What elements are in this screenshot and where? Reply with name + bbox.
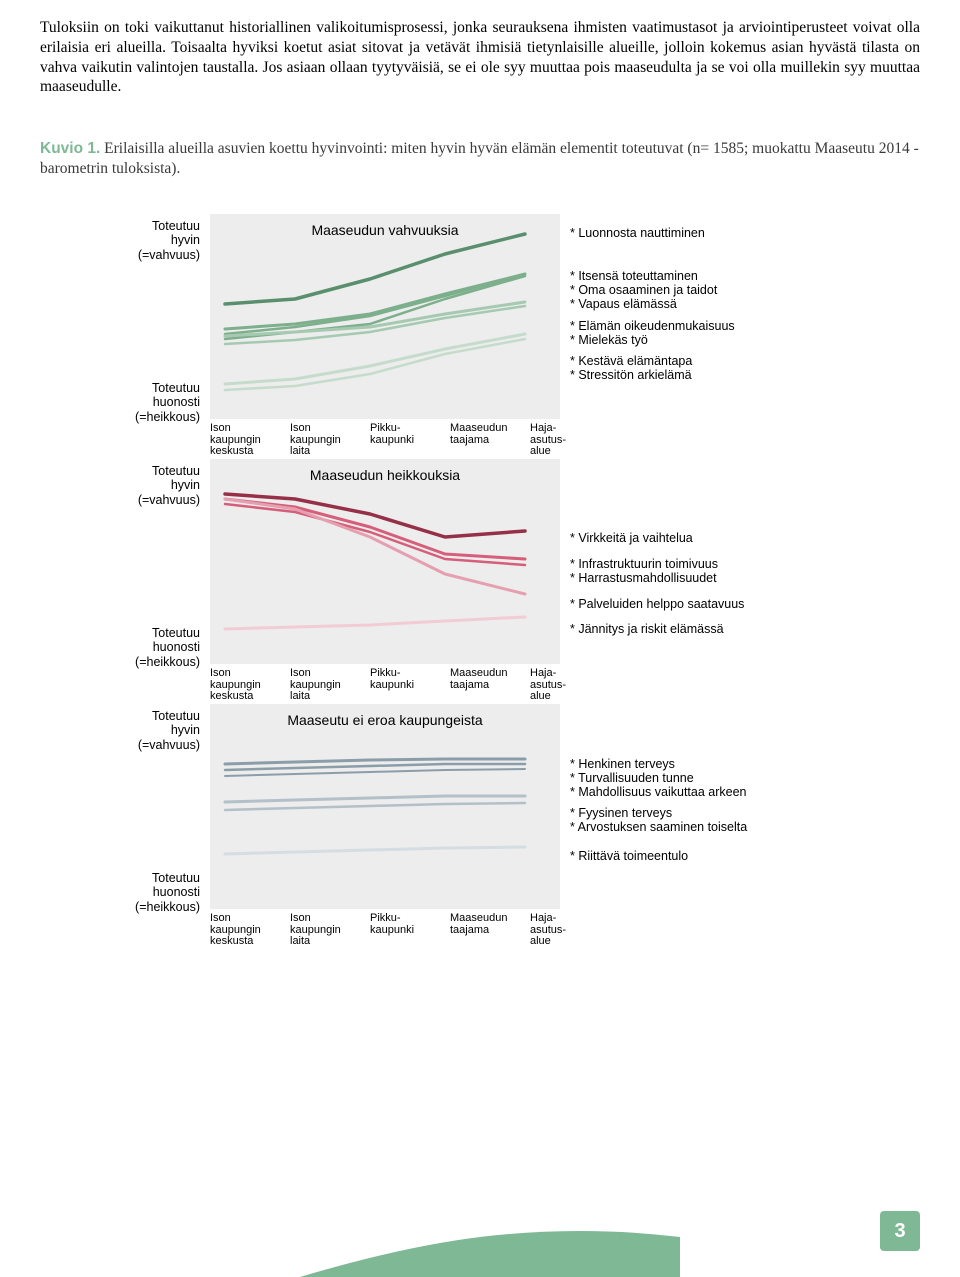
legend-item: * Jännitys ja riskit elämässä: [570, 622, 724, 636]
plot-area: Maaseutu ei eroa kaupungeista: [210, 704, 560, 909]
y-axis-bottom-label: Toteutuuhuonosti(=heikkous): [40, 626, 200, 669]
footer-decoration: [300, 1217, 680, 1277]
y-axis-bottom-label: Toteutuuhuonosti(=heikkous): [40, 871, 200, 914]
legend-item: * Itsensä toteuttaminen: [570, 269, 698, 283]
x-axis-label: Maaseuduntaajama: [450, 421, 530, 461]
legend-item: * Palveluiden helppo saatavuus: [570, 597, 744, 611]
x-axis-label: Haja-asutus-alue: [530, 421, 610, 461]
y-axis-top-label: Toteutuuhyvin(=vahvuus): [40, 709, 200, 752]
figure-label: Kuvio 1.: [40, 140, 100, 157]
body-paragraph: Tuloksiin on toki vaikuttanut historiall…: [40, 18, 920, 97]
x-axis-label: Maaseuduntaajama: [450, 911, 530, 951]
x-axis-label: Haja-asutus-alue: [530, 666, 610, 706]
figure-caption: Kuvio 1. Erilaisilla alueilla asuvien ko…: [40, 139, 920, 179]
legend-item: * Kestävä elämäntapa: [570, 354, 692, 368]
plot-area: Maaseudun heikkouksia: [210, 459, 560, 664]
legend-item: * Fyysinen terveys: [570, 806, 672, 820]
figure-title: Erilaisilla alueilla asuvien koettu hyvi…: [40, 140, 919, 177]
chart-panel: Toteutuuhyvin(=vahvuus) Toteutuuhuonosti(…: [40, 459, 930, 704]
legend-item: * Mahdollisuus vaikuttaa arkeen: [570, 785, 747, 799]
x-axis-label: Isonkaupunginlaita: [290, 666, 370, 706]
y-axis-top-label: Toteutuuhyvin(=vahvuus): [40, 464, 200, 507]
legend-item: * Infrastruktuurin toimivuus: [570, 557, 718, 571]
legend-item: * Stressitön arkielämä: [570, 368, 692, 382]
y-axis-bottom-label: Toteutuuhuonosti(=heikkous): [40, 381, 200, 424]
legend-item: * Elämän oikeudenmukaisuus: [570, 319, 735, 333]
plot-area: Maaseudun vahvuuksia: [210, 214, 560, 419]
legend-item: * Virkkeitä ja vaihtelua: [570, 531, 693, 545]
x-axis-label: Maaseuduntaajama: [450, 666, 530, 706]
x-axis: IsonkaupunginkeskustaIsonkaupunginlaitaP…: [210, 911, 610, 951]
legend-item: * Vapaus elämässä: [570, 297, 677, 311]
figure: Toteutuuhyvin(=vahvuus) Toteutuuhuonosti(…: [40, 214, 920, 949]
x-axis-label: Pikku-kaupunki: [370, 666, 450, 706]
page-number: 3: [880, 1211, 920, 1251]
legend-item: * Henkinen terveys: [570, 757, 675, 771]
legend-item: * Luonnosta nauttiminen: [570, 226, 705, 240]
x-axis-label: Isonkaupunginlaita: [290, 911, 370, 951]
x-axis: IsonkaupunginkeskustaIsonkaupunginlaitaP…: [210, 666, 610, 706]
legend-item: * Mielekäs työ: [570, 333, 648, 347]
chart-panel: Toteutuuhyvin(=vahvuus) Toteutuuhuonosti(…: [40, 214, 930, 459]
x-axis: IsonkaupunginkeskustaIsonkaupunginlaitaP…: [210, 421, 610, 461]
legend-item: * Oma osaaminen ja taidot: [570, 283, 717, 297]
legend-item: * Turvallisuuden tunne: [570, 771, 694, 785]
legend-item: * Riittävä toimeentulo: [570, 849, 688, 863]
x-axis-label: Haja-asutus-alue: [530, 911, 610, 951]
x-axis-label: Isonkaupunginkeskusta: [210, 911, 290, 951]
x-axis-label: Isonkaupunginkeskusta: [210, 421, 290, 461]
x-axis-label: Pikku-kaupunki: [370, 911, 450, 951]
legend-item: * Arvostuksen saaminen toiselta: [570, 820, 747, 834]
legend-item: * Harrastusmahdollisuudet: [570, 571, 717, 585]
x-axis-label: Isonkaupunginlaita: [290, 421, 370, 461]
x-axis-label: Pikku-kaupunki: [370, 421, 450, 461]
chart-panel: Toteutuuhyvin(=vahvuus) Toteutuuhuonosti(…: [40, 704, 930, 949]
x-axis-label: Isonkaupunginkeskusta: [210, 666, 290, 706]
y-axis-top-label: Toteutuuhyvin(=vahvuus): [40, 219, 200, 262]
